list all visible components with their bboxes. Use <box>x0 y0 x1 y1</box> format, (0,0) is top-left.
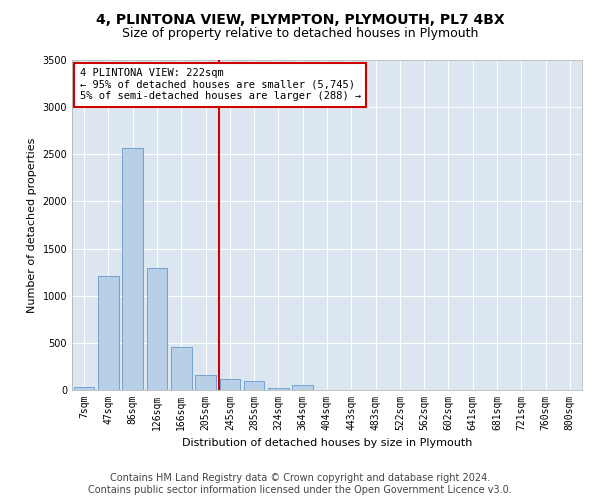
Bar <box>146 268 167 390</box>
Bar <box>292 386 313 390</box>
Bar <box>268 388 289 390</box>
Y-axis label: Number of detached properties: Number of detached properties <box>27 138 37 312</box>
Text: 4, PLINTONA VIEW, PLYMPTON, PLYMOUTH, PL7 4BX: 4, PLINTONA VIEW, PLYMPTON, PLYMOUTH, PL… <box>95 12 505 26</box>
Text: 4 PLINTONA VIEW: 222sqm
← 95% of detached houses are smaller (5,745)
5% of semi-: 4 PLINTONA VIEW: 222sqm ← 95% of detache… <box>80 68 361 102</box>
Text: Contains HM Land Registry data © Crown copyright and database right 2024.
Contai: Contains HM Land Registry data © Crown c… <box>88 474 512 495</box>
Text: Size of property relative to detached houses in Plymouth: Size of property relative to detached ho… <box>122 28 478 40</box>
Bar <box>195 375 216 390</box>
Bar <box>244 380 265 390</box>
Bar <box>122 148 143 390</box>
Bar <box>74 387 94 390</box>
Bar <box>98 276 119 390</box>
Bar <box>220 378 240 390</box>
X-axis label: Distribution of detached houses by size in Plymouth: Distribution of detached houses by size … <box>182 438 472 448</box>
Bar <box>171 346 191 390</box>
